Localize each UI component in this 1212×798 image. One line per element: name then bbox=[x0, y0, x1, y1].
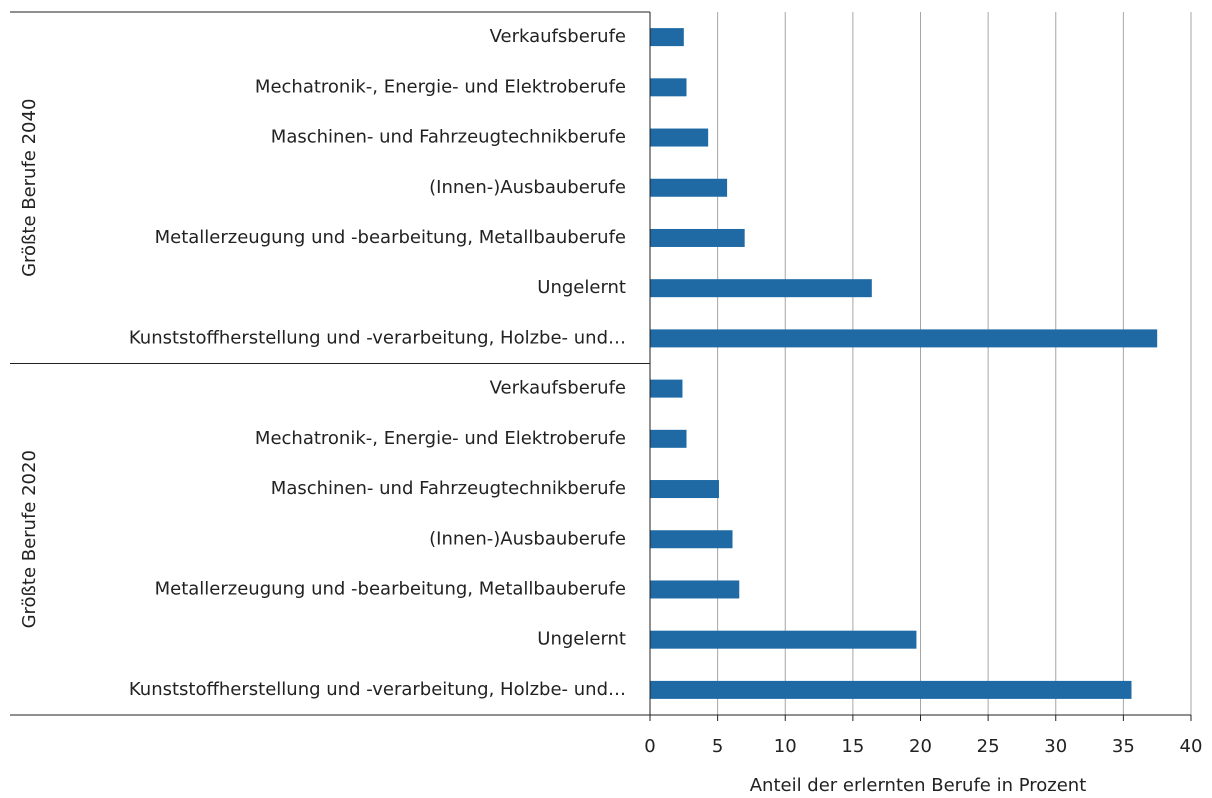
y-tick-label: Metallerzeugung und -bearbeitung, Metall… bbox=[155, 227, 626, 248]
y-tick-label: Mechatronik-, Energie- und Elektroberufe bbox=[255, 76, 626, 97]
x-tick-label: 5 bbox=[712, 736, 723, 757]
x-tick-label: 15 bbox=[841, 736, 864, 757]
y-tick-label: Kunststoffherstellung und -verarbeitung,… bbox=[129, 327, 626, 348]
x-tick-label: 20 bbox=[909, 736, 932, 757]
bar bbox=[650, 630, 917, 649]
y-tick-label: Ungelernt bbox=[537, 277, 626, 298]
x-tick-label: 35 bbox=[1112, 736, 1135, 757]
bar bbox=[650, 78, 687, 97]
group-label: Größte Berufe 2020 bbox=[19, 450, 40, 628]
bar bbox=[650, 480, 719, 499]
x-tick-label: 40 bbox=[1180, 736, 1203, 757]
bar bbox=[650, 128, 709, 147]
bar bbox=[650, 178, 728, 197]
y-tick-label: Mechatronik-, Energie- und Elektroberufe bbox=[255, 428, 626, 449]
y-tick-label: (Innen-)Ausbauberufe bbox=[429, 177, 626, 198]
bar bbox=[650, 580, 740, 599]
y-tick-label: Ungelernt bbox=[537, 629, 626, 650]
bar bbox=[650, 28, 684, 47]
x-tick-label: 25 bbox=[977, 736, 1000, 757]
bar bbox=[650, 429, 687, 448]
y-tick-label: Maschinen- und Fahrzeugtechnikberufe bbox=[271, 478, 626, 499]
y-tick-label: Metallerzeugung und -bearbeitung, Metall… bbox=[155, 578, 626, 599]
bar bbox=[650, 279, 872, 298]
group-label: Größte Berufe 2040 bbox=[19, 99, 40, 277]
y-tick-label: Verkaufsberufe bbox=[490, 378, 626, 399]
bar bbox=[650, 329, 1158, 348]
y-tick-label: Verkaufsberufe bbox=[490, 26, 626, 47]
x-axis-label: Anteil der erlernten Berufe in Prozent bbox=[750, 775, 1087, 796]
y-tick-label: (Innen-)Ausbauberufe bbox=[429, 528, 626, 549]
bar bbox=[650, 379, 683, 398]
x-tick-label: 0 bbox=[644, 736, 655, 757]
x-tick-label: 30 bbox=[1044, 736, 1067, 757]
y-tick-label: Maschinen- und Fahrzeugtechnikberufe bbox=[271, 127, 626, 148]
y-tick-label: Kunststoffherstellung und -verarbeitung,… bbox=[129, 679, 626, 700]
bar bbox=[650, 228, 745, 247]
bar bbox=[650, 530, 733, 549]
bar bbox=[650, 680, 1132, 699]
x-tick-label: 10 bbox=[774, 736, 797, 757]
